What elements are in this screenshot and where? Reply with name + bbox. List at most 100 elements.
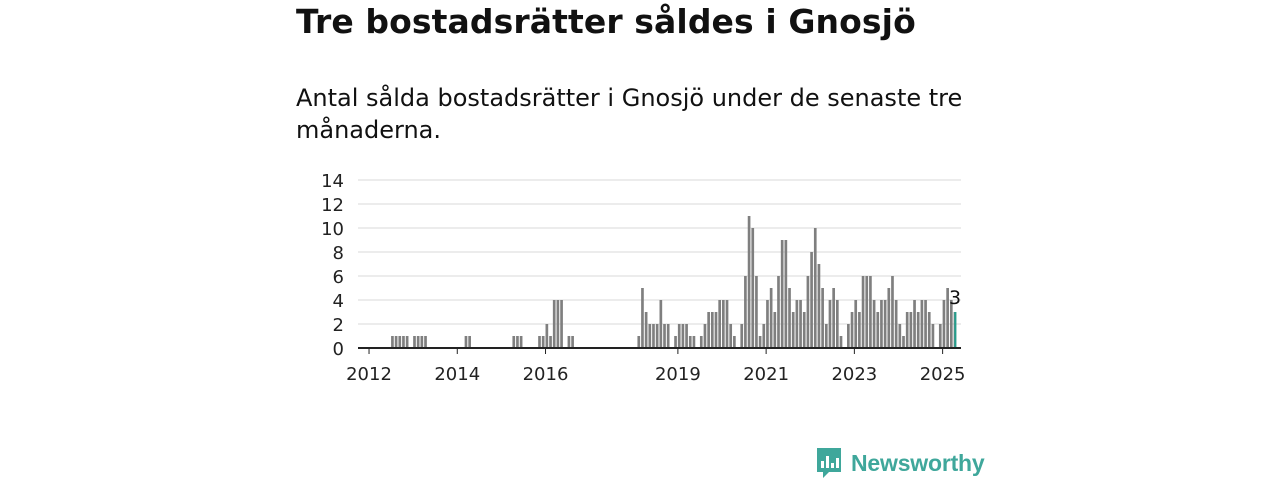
bar [652, 324, 655, 348]
bar [824, 324, 828, 348]
bar [769, 288, 773, 348]
bar [663, 324, 666, 348]
y-tick-label: 8 [333, 243, 344, 264]
bar [714, 312, 718, 348]
bar [648, 324, 652, 348]
bar [413, 336, 416, 348]
bar [817, 264, 821, 348]
bar [556, 300, 560, 348]
y-tick-label: 4 [333, 291, 344, 312]
bar-chart: 0 2 4 6 8 10 12 14 2012 2014 2016 2019 2021 2023 2025… [321, 171, 966, 385]
y-tick-label: 12 [321, 195, 344, 216]
bar [519, 336, 523, 348]
bar [468, 336, 471, 348]
bar [806, 276, 810, 348]
bar [865, 276, 869, 348]
bar [538, 336, 541, 348]
bar [898, 324, 902, 348]
bar [854, 300, 858, 348]
bar [902, 336, 905, 348]
bar [916, 312, 920, 348]
bar [688, 336, 692, 348]
bar [725, 300, 729, 348]
bar [894, 300, 898, 348]
bar [424, 336, 427, 348]
bar [828, 300, 832, 348]
bar [861, 276, 865, 348]
bar [655, 324, 659, 348]
brand-name: Newsworthy [851, 449, 985, 476]
bar [832, 288, 835, 348]
bar [744, 276, 747, 348]
annotation: 3 [949, 287, 961, 309]
bar [666, 324, 670, 348]
bar [685, 324, 688, 348]
bar [883, 300, 887, 348]
bar [773, 312, 777, 348]
bar [913, 300, 916, 348]
bar [788, 288, 791, 348]
bar [755, 276, 758, 348]
bar [692, 336, 696, 348]
bar [920, 300, 924, 348]
bar [758, 336, 762, 348]
bar [850, 312, 854, 348]
bar-chart-logo-icon [817, 448, 841, 478]
bar [858, 312, 861, 348]
bar [799, 300, 802, 348]
bar [784, 240, 788, 348]
bar [791, 312, 795, 348]
bar [464, 336, 468, 348]
y-tick-label: 10 [321, 219, 344, 240]
bar [718, 300, 722, 348]
bar [766, 300, 769, 348]
bar [751, 228, 755, 348]
bar [703, 324, 707, 348]
bar [516, 336, 519, 348]
bar [876, 312, 880, 348]
bar [567, 336, 571, 348]
bar [659, 300, 663, 348]
bar [677, 324, 681, 348]
y-tick-label: 2 [333, 315, 344, 336]
bar [549, 336, 552, 348]
bars [391, 216, 957, 348]
bar [927, 312, 931, 348]
x-tick-label: 2023 [831, 364, 877, 385]
y-axis: 0 2 4 6 8 10 12 14 [321, 171, 344, 360]
bar [699, 336, 703, 348]
bar [512, 336, 516, 348]
bar [733, 336, 736, 348]
bar [821, 288, 824, 348]
bar [946, 288, 949, 348]
bar [949, 300, 953, 348]
bar [541, 336, 545, 348]
bar [869, 276, 872, 348]
bar [795, 300, 799, 348]
bar [880, 300, 883, 348]
newsworthy-logo: Newsworthy [815, 446, 985, 480]
bar [402, 336, 405, 348]
x-axis: 2012 2014 2016 2019 2021 2023 2025 [346, 347, 966, 385]
bar [637, 336, 641, 348]
bar [394, 336, 398, 348]
last-value-label: 3 [949, 287, 961, 309]
bar [887, 288, 891, 348]
bar [552, 300, 556, 348]
bar [810, 252, 813, 348]
highlight-bar-edge [954, 312, 957, 348]
bar [931, 324, 935, 348]
bar [847, 324, 850, 348]
chart-subtitle: Antal sålda bostadsrätter i Gnosjö under… [296, 84, 963, 144]
bar [729, 324, 733, 348]
bar [891, 276, 894, 348]
y-tick-label: 6 [333, 267, 344, 288]
bar [839, 336, 843, 348]
x-tick-label: 2025 [920, 364, 966, 385]
bar [641, 288, 644, 348]
bar [416, 336, 420, 348]
bar [938, 324, 942, 348]
x-tick-label: 2014 [434, 364, 480, 385]
bar [924, 300, 927, 348]
bar [707, 312, 710, 348]
